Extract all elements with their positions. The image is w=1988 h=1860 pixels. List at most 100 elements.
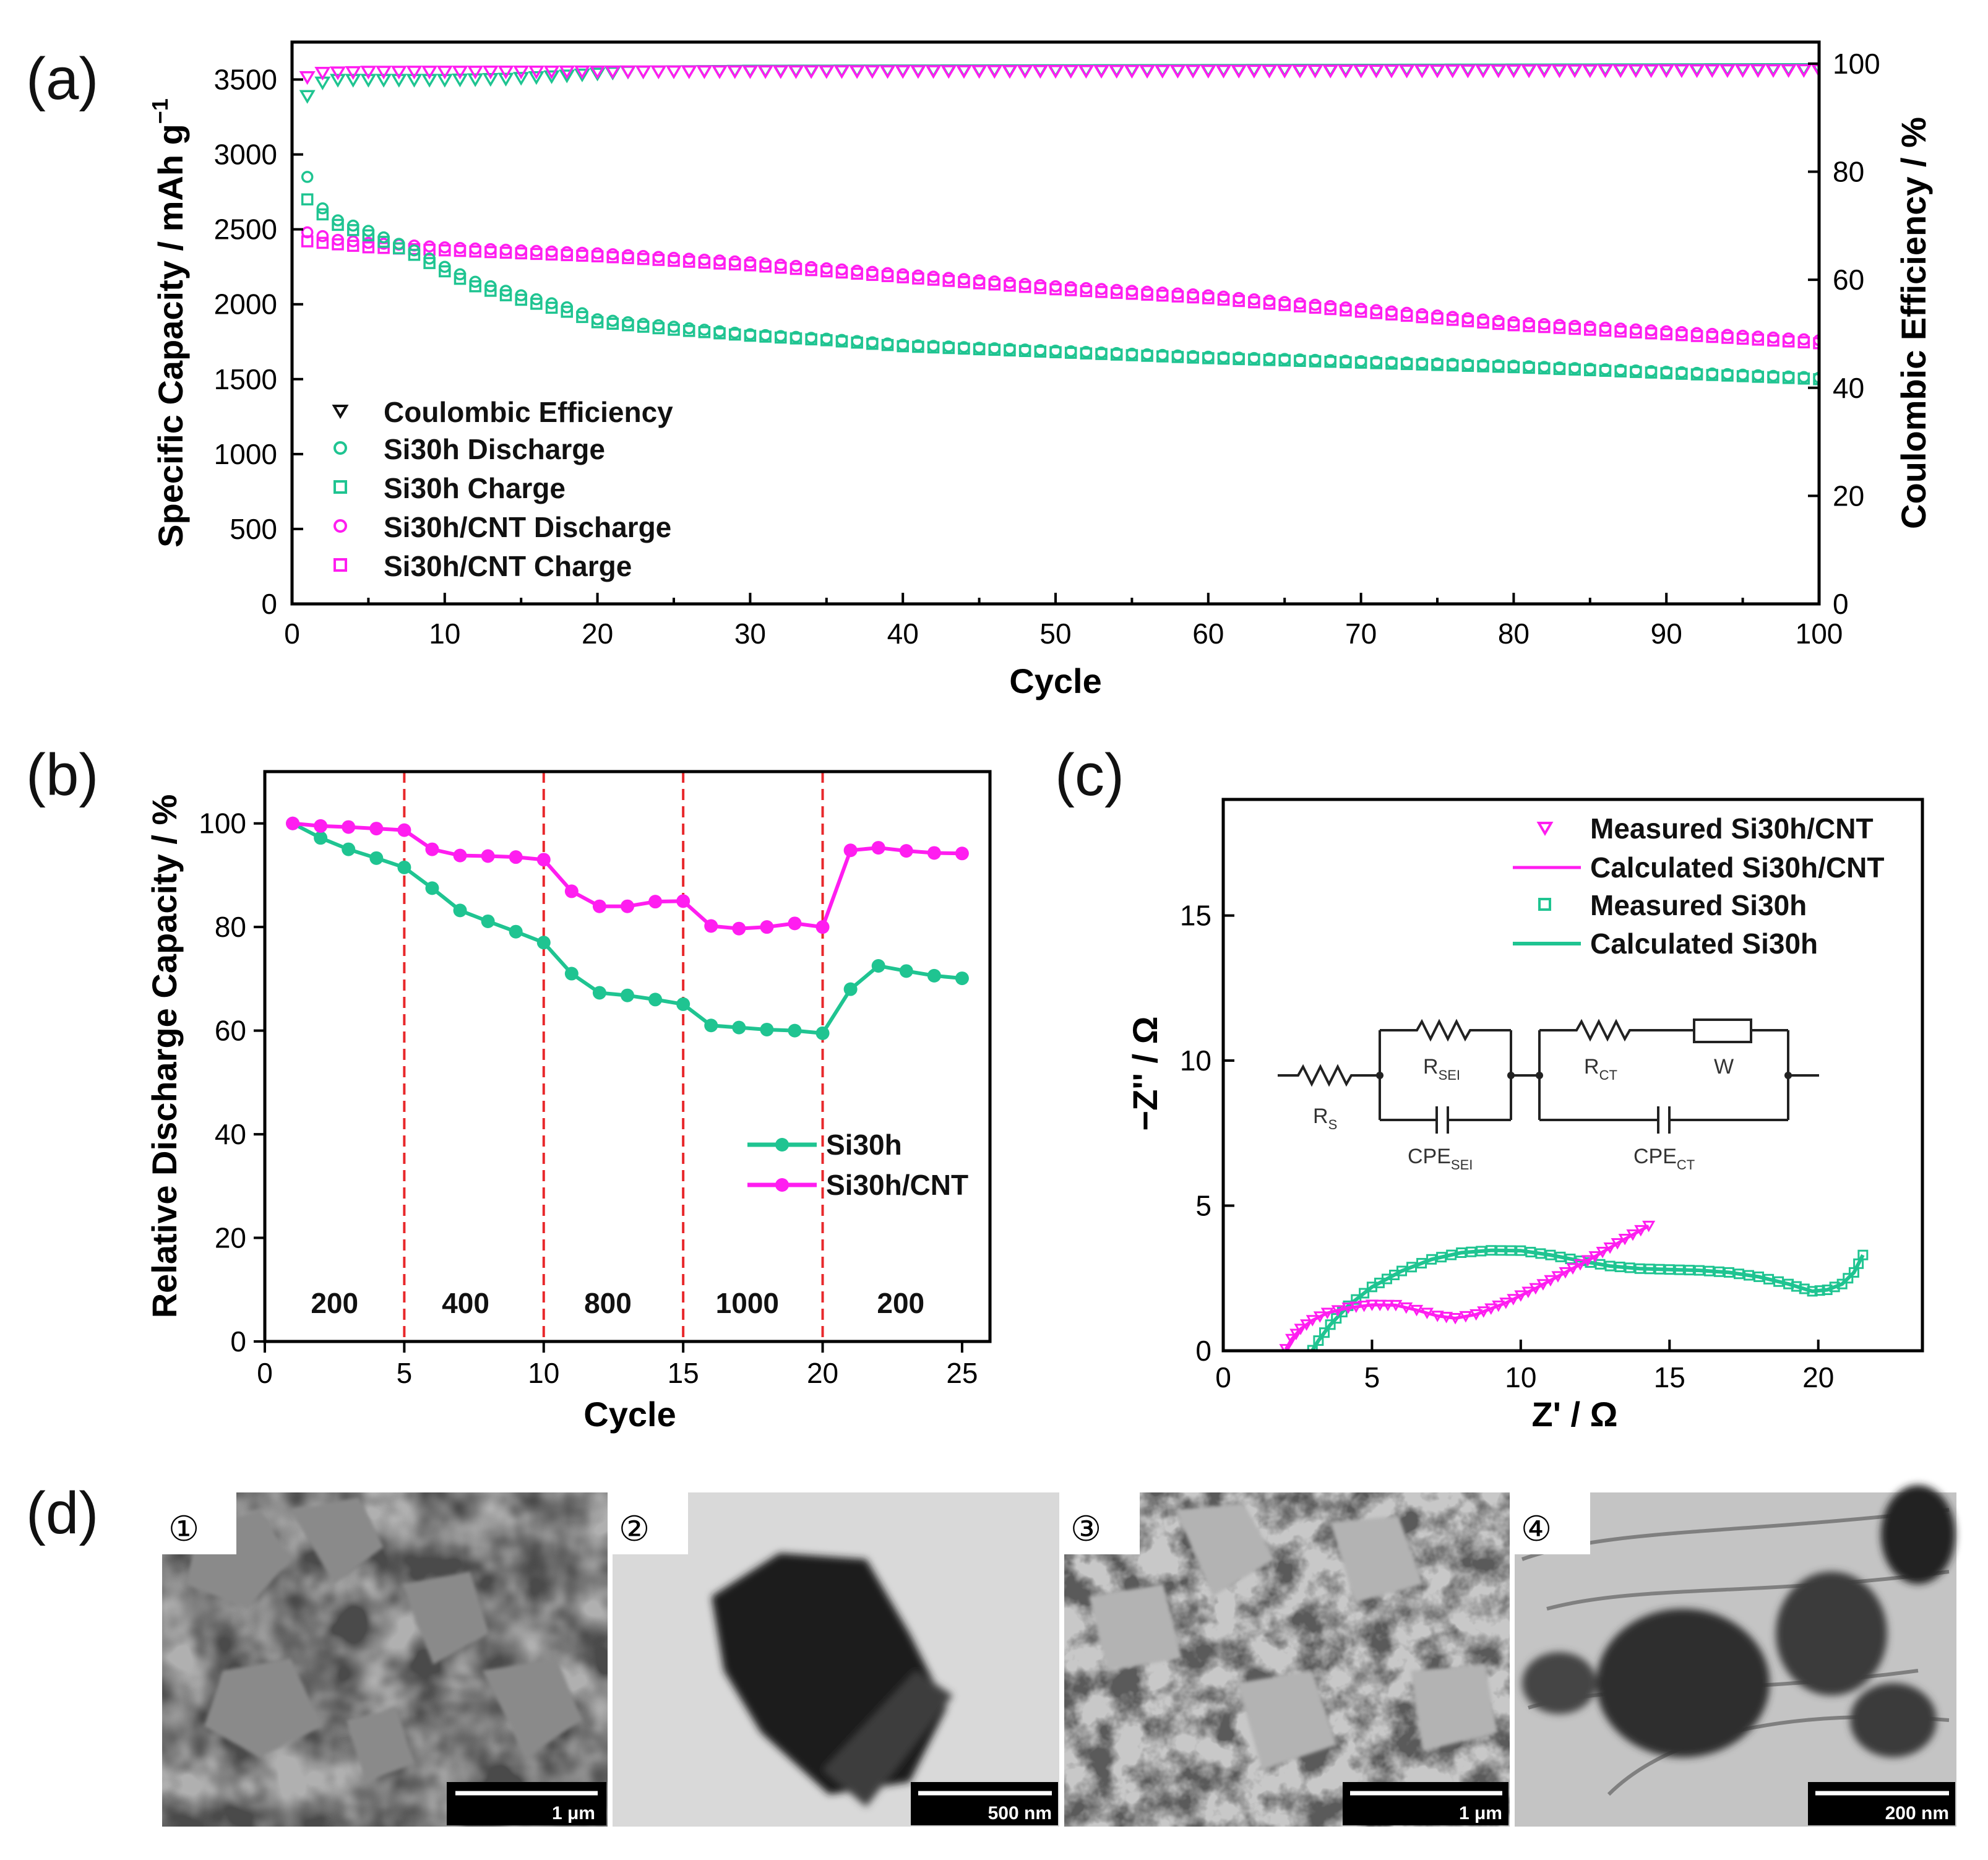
b-x-tick-label: 5 <box>397 1357 413 1389</box>
si30h-discharge-marker <box>1217 351 1230 363</box>
a-x-tick-label: 50 <box>1039 618 1071 650</box>
measured-si30h-cnt-marker <box>1409 1304 1424 1317</box>
ce-cnt-marker <box>726 65 743 79</box>
cnt-discharge-marker <box>1110 283 1123 296</box>
a-capacity-markers <box>301 171 1819 385</box>
si30h-discharge-marker <box>316 202 329 215</box>
cnt-discharge-marker <box>988 275 1001 288</box>
cnt-discharge-marker <box>881 267 894 280</box>
circuit-rsei-label: RSEI <box>1423 1055 1460 1083</box>
ce-cnt-marker <box>1627 64 1644 79</box>
ce-cnt-marker <box>1581 64 1598 79</box>
cnt-discharge-marker <box>1645 324 1658 337</box>
cnt-discharge-marker <box>1690 327 1703 339</box>
measured-si30h-marker <box>1674 1264 1685 1275</box>
a-x-axis: 0 10 20 30 40 50 60 70 80 90 100 <box>284 593 1843 650</box>
cnt-discharge-marker <box>1538 317 1551 330</box>
a-y2-tick-label: 40 <box>1833 372 1864 404</box>
measured-si30h-marker <box>1319 1327 1330 1338</box>
b-series-point-0 <box>704 1018 718 1033</box>
a-y-axis-label: Specific Capacity / mAh g−1 <box>147 98 190 548</box>
ce-cnt-marker <box>650 65 667 79</box>
si30h-discharge-marker <box>1507 360 1520 372</box>
si30h-discharge-marker <box>1125 347 1138 360</box>
ce-cnt-marker <box>1704 64 1721 79</box>
cnt-discharge-marker <box>1584 321 1596 333</box>
cnt-discharge-marker <box>1095 283 1108 295</box>
a-x-tick-label: 0 <box>284 618 300 650</box>
b-x-tick-label: 10 <box>528 1357 559 1389</box>
ce-cnt-marker <box>619 65 637 80</box>
measured-si30h-cnt-marker <box>1588 1251 1602 1263</box>
legend-coulombic-efficiency: Coulombic Efficiency <box>332 396 673 428</box>
legend-calculated-si30h-cnt: Calculated Si30h/CNT <box>1513 851 1884 884</box>
ce-cnt-marker <box>895 65 911 79</box>
a-y2-tick-label: 60 <box>1833 264 1864 296</box>
ce-cnt-marker <box>543 65 560 80</box>
cnt-discharge-marker <box>728 255 741 268</box>
si30h-discharge-marker <box>637 317 650 330</box>
a-y-tick-label: 0 <box>261 588 277 620</box>
measured-si30h-marker <box>1693 1265 1705 1276</box>
cnt-discharge-marker <box>958 273 970 285</box>
cnt-discharge-marker <box>851 264 863 277</box>
c-impedance-curves <box>1279 1220 1869 1351</box>
measured-si30h-cnt-marker <box>1521 1286 1535 1299</box>
cnt-discharge-marker <box>561 246 573 259</box>
measured-si30h-marker <box>1664 1264 1675 1275</box>
ce-cnt-marker <box>390 66 407 80</box>
cnt-discharge-marker <box>1492 314 1505 327</box>
cnt-discharge-marker <box>1064 281 1077 293</box>
b-y-tick-label: 20 <box>215 1222 246 1254</box>
cnt-discharge-marker <box>652 251 665 263</box>
legend-measured-si30h-label: Measured Si30h <box>1590 889 1807 921</box>
si30h-discharge-marker <box>1018 343 1031 356</box>
measured-si30h-marker <box>1313 1335 1324 1346</box>
panel-b: (b) 200 400 800 1000 200 0 5 10 15 20 25 0 20 40 60 8… <box>26 742 992 1434</box>
b-series-point-0 <box>927 968 941 983</box>
measured-si30h-marker <box>1807 1286 1818 1297</box>
ce-cnt-marker <box>497 66 514 80</box>
ce-cnt-marker <box>1429 64 1446 79</box>
si30h-discharge-marker <box>775 330 787 342</box>
b-series-point-1 <box>815 920 830 934</box>
ce-cnt-marker <box>742 65 759 79</box>
measured-si30h-marker <box>1555 1251 1566 1262</box>
si30h-discharge-marker <box>1080 345 1093 358</box>
ce-cnt-marker <box>986 65 1003 79</box>
ce-cnt-marker <box>360 66 377 80</box>
measured-si30h-cnt-marker <box>1358 1300 1371 1312</box>
si30h-discharge-marker <box>332 214 344 226</box>
measured-si30h-marker <box>1836 1278 1848 1290</box>
measured-si30h-marker <box>1396 1265 1408 1277</box>
measured-si30h-cnt-marker <box>1618 1233 1632 1246</box>
cnt-charge-marker <box>346 239 359 252</box>
measured-si30h-cnt-marker <box>1573 1259 1587 1271</box>
measured-si30h-marker <box>1476 1246 1487 1257</box>
si30h-discharge-marker <box>423 252 436 265</box>
b-y-axis: 0 20 40 60 80 100 <box>199 807 265 1358</box>
ce-cnt-marker <box>376 66 392 80</box>
cnt-discharge-marker <box>1507 316 1520 329</box>
si30h-discharge-marker <box>713 325 726 338</box>
ce-cnt-marker <box>329 66 346 80</box>
c-x-axis: 0 5 10 15 20 <box>1215 1340 1834 1393</box>
b-series-point-1 <box>927 846 941 860</box>
b-series-point-0 <box>871 958 885 973</box>
measured-si30h-marker <box>1406 1262 1418 1273</box>
cnt-discharge-marker <box>1676 326 1688 338</box>
circuit-cpect-label: CPECT <box>1633 1145 1695 1173</box>
si30h-discharge-marker <box>1141 348 1153 361</box>
cnt-discharge-marker <box>1187 288 1199 301</box>
c-y-axis: 0 5 10 15 <box>1180 900 1234 1367</box>
si30h-charge-marker <box>484 285 497 297</box>
cnt-discharge-marker <box>713 254 726 267</box>
c-y-tick-label: 0 <box>1195 1335 1211 1367</box>
si30h-discharge-marker <box>393 238 405 250</box>
a-y2-tick-label: 80 <box>1833 156 1864 188</box>
si30h-discharge-marker <box>1736 368 1749 381</box>
cnt-charge-marker <box>362 241 375 254</box>
c-plot-frame <box>1221 798 1924 1353</box>
a-y2-tick-label: 20 <box>1833 480 1864 512</box>
cnt-discharge-marker <box>1370 304 1383 316</box>
